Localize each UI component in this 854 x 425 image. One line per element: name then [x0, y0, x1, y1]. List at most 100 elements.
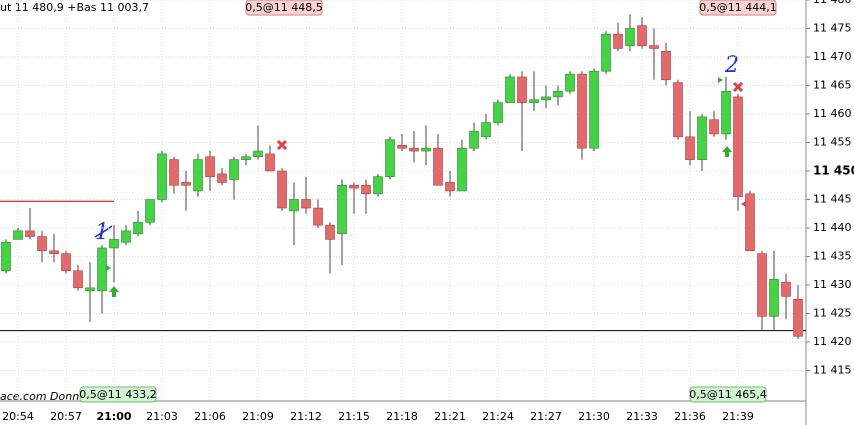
candle-body [793, 298, 803, 337]
candle-body [721, 90, 731, 135]
candle-body [685, 136, 695, 160]
candle-body [265, 153, 275, 172]
candle-body [769, 278, 779, 317]
candle-body [589, 70, 599, 149]
y-tick-label: 11 415 [813, 364, 852, 377]
footer: ace.com Données [0, 390, 99, 403]
candle-body [181, 182, 191, 186]
exit-cross [732, 81, 744, 93]
candle-body [289, 199, 299, 212]
candle-body [649, 45, 659, 49]
candle-body [325, 224, 335, 240]
candle-body [25, 230, 35, 237]
candle-body [625, 28, 635, 46]
candle-body [85, 287, 95, 292]
order-label-box [79, 386, 157, 403]
x-tick-label: 21:12 [290, 410, 322, 423]
y-tick-label: 11 470 [813, 50, 852, 63]
candle-body [505, 76, 515, 103]
y-tick-label: 11 455 [813, 136, 852, 149]
candle-body [1, 241, 11, 272]
candle-body [709, 119, 719, 135]
candle-body [337, 184, 347, 235]
candle-body [193, 159, 203, 192]
candle-body [121, 230, 131, 243]
signals [106, 77, 746, 297]
candle-body [229, 159, 239, 180]
candle-body [277, 170, 287, 209]
candle-body [13, 230, 23, 240]
order-label: 0,5@11 448,5 [245, 1, 322, 14]
candle-body [349, 184, 359, 189]
y-tick-label: 11 480 [813, 0, 852, 6]
candle-body [517, 76, 527, 103]
order-label-box [245, 0, 323, 16]
y-tick-label: 11 425 [813, 307, 852, 320]
candle-body [733, 96, 743, 197]
marker [106, 265, 111, 271]
y-tick-label: 11 420 [813, 335, 852, 348]
candle-body [421, 147, 431, 152]
candle-body [529, 99, 539, 103]
x-tick-label: 21:03 [146, 410, 178, 423]
candle-body [73, 270, 83, 289]
candle-body [553, 90, 563, 98]
x-tick-label: 21:33 [626, 410, 658, 423]
candle-body [445, 182, 455, 192]
order-label: 0,5@11 444,1 [699, 1, 776, 14]
candle-body [481, 122, 491, 138]
order-label: 0,5@11 433,2 [79, 388, 156, 401]
buy-arrow [109, 286, 119, 297]
candle-body [205, 156, 215, 178]
candle-body [49, 250, 59, 254]
candle-body [133, 222, 143, 235]
candle-body [613, 33, 623, 49]
candle-body [385, 139, 395, 177]
candle-body [97, 247, 107, 291]
candle-body [757, 253, 767, 317]
candle-body [145, 199, 155, 223]
candle-body [37, 236, 47, 252]
candle-body [61, 253, 71, 272]
order-label: 0,5@11 465,4 [689, 388, 766, 401]
candle-body [457, 147, 467, 192]
x-tick-label: 21:24 [482, 410, 514, 423]
y-tick-label: 11 430 [813, 278, 852, 291]
buy-arrow [722, 146, 732, 157]
candle-body [301, 199, 311, 209]
x-tick-label: 21:36 [674, 410, 706, 423]
order-label-box [699, 0, 777, 16]
candle-body [577, 73, 587, 149]
candle-body [157, 153, 167, 200]
marker [718, 77, 723, 83]
y-tick-label: 11 475 [813, 22, 852, 35]
x-tick-label: 21:30 [578, 410, 610, 423]
y-tick-label: 11 435 [813, 250, 852, 263]
candle-body [373, 176, 383, 195]
candle-body [781, 281, 791, 297]
candle-body [361, 184, 371, 195]
x-tick-label: 21:06 [194, 410, 226, 423]
x-tick-label: 21:15 [338, 410, 370, 423]
y-tick-label: 11 445 [813, 193, 852, 206]
candle-body [565, 73, 575, 92]
exit-cross [276, 139, 288, 151]
annotation: 2 [724, 53, 739, 78]
candle-body [409, 147, 419, 152]
header: ut 11 480,9 +Bas 11 003,7 [0, 1, 149, 14]
candle-body [601, 33, 611, 72]
candle-body [469, 130, 479, 149]
candle-body [673, 82, 683, 138]
marker [741, 201, 746, 207]
candle-body [541, 96, 551, 101]
x-tick-label: 20:54 [2, 410, 34, 423]
x-tick-label: 21:09 [242, 410, 274, 423]
candle-body [253, 150, 263, 158]
candle-body [217, 173, 227, 183]
candle-body [313, 207, 323, 226]
candle-body [661, 50, 671, 81]
x-tick-label: 20:57 [50, 410, 82, 423]
x-tick-label: 21:21 [434, 410, 466, 423]
candle-body [745, 193, 755, 252]
